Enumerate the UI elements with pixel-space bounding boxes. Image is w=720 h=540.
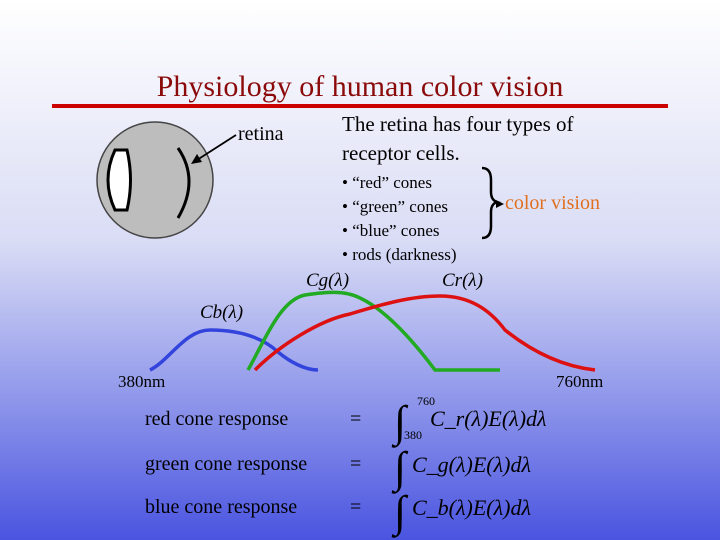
blue-cone-curve [149,328,319,372]
bullet-red-cones: • “red” cones [342,173,432,192]
bullet-rods: • rods (darkness) [342,245,457,264]
blue-equals: = [350,496,362,518]
brace-arrowhead [496,200,504,208]
x-axis-max-label: 760nm [556,372,604,391]
green-response-label: green cone response [145,453,308,475]
integral-lower-limit: 380 [404,428,422,442]
description-line-2: receptor cells. [342,141,460,165]
green-curve-label: Cg(λ) [306,270,350,291]
description-line-1: The retina has four types of [342,112,574,136]
color-vision-label: color vision [505,192,600,214]
integral-sign-red: ∫ [394,397,407,446]
blue-integrand: C_b(λ)E(λ)dλ [412,495,532,520]
red-integrand: C_r(λ)E(λ)dλ [430,406,547,431]
title-underline [52,104,668,108]
blue-curve-label: Cb(λ) [200,302,244,323]
integral-upper-limit: 760 [417,394,435,408]
retina-description: The retina has four types of receptor ce… [342,110,574,168]
retina-pointer-arrowhead [191,154,202,164]
retina-label: retina [238,123,284,145]
bullet-green-cones: • “green” cones [342,197,449,216]
x-axis-min-label: 380nm [118,372,166,391]
retina-curve [176,147,191,219]
red-cone-curve [253,294,596,372]
eye-lens [106,148,132,212]
slide-title: Physiology of human color vision [156,70,564,103]
red-curve-label: Cr(λ) [442,270,483,291]
red-response-label: red cone response [145,408,289,430]
green-cone-curve [246,290,500,372]
integral-sign-green: ∫ [394,443,407,492]
retina-pointer-arrow [196,134,237,161]
green-equals: = [350,453,362,475]
blue-response-label: blue cone response [145,496,298,518]
cones-brace [481,166,501,240]
integral-sign-blue: ∫ [394,487,407,536]
green-integrand: C_g(λ)E(λ)dλ [412,452,532,477]
bullet-blue-cones: • “blue” cones [342,221,440,240]
red-equals: = [350,408,362,430]
